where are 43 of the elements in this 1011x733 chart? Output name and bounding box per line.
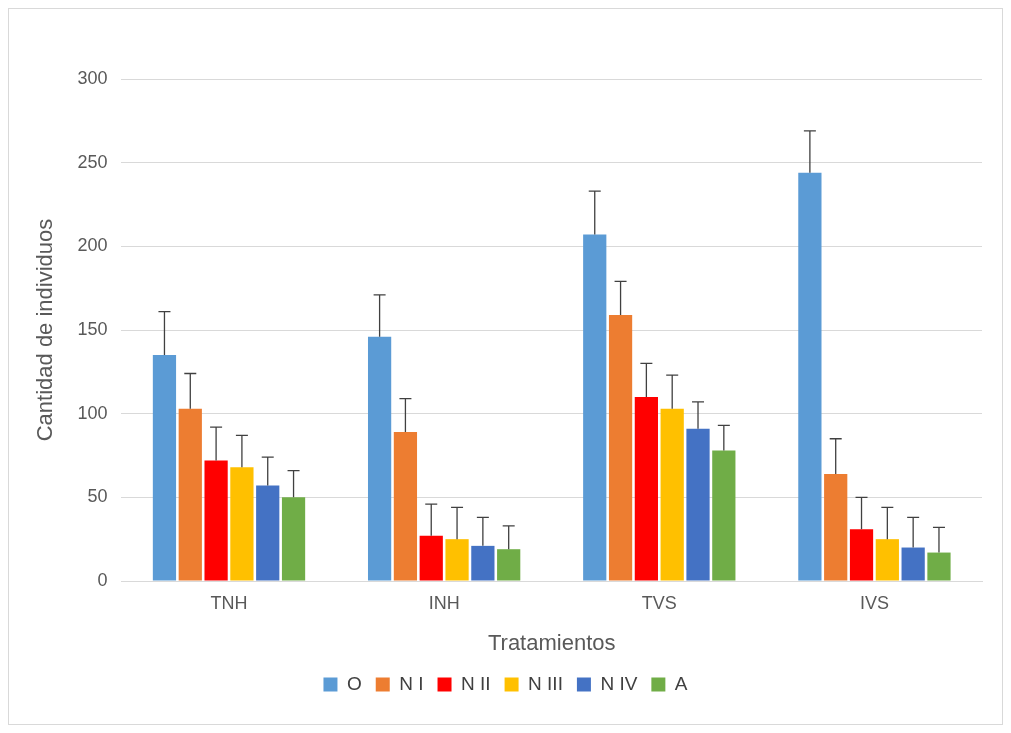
bar	[875, 539, 899, 581]
bar	[367, 336, 392, 581]
bar	[583, 234, 607, 581]
y-tick-label: 250	[77, 151, 108, 172]
bar	[608, 314, 633, 581]
bar	[712, 450, 736, 581]
legend-label: A	[674, 672, 688, 694]
bar	[824, 473, 848, 581]
y-tick-label: 300	[77, 67, 108, 88]
bar	[497, 549, 521, 581]
bar	[419, 535, 443, 581]
y-tick-label: 100	[77, 402, 108, 423]
x-tick-label: TNH	[210, 592, 248, 613]
x-tick-label: TVS	[641, 592, 677, 613]
x-tick-label: INH	[428, 592, 460, 613]
legend-label: N III	[528, 672, 563, 694]
legend-label: N IV	[600, 672, 638, 694]
x-axis-title: Tratamientos	[487, 629, 616, 655]
bar	[660, 408, 684, 581]
bar	[204, 460, 228, 581]
x-tick-label: IVS	[859, 592, 889, 613]
bar	[927, 552, 951, 581]
y-tick-label: 150	[77, 318, 108, 339]
bar	[901, 547, 925, 581]
bar	[178, 408, 202, 581]
bar	[152, 355, 177, 581]
bar	[686, 428, 710, 581]
bar	[393, 432, 418, 581]
bar	[256, 485, 280, 581]
bar	[798, 172, 822, 581]
bar	[445, 539, 469, 581]
legend-label: O	[346, 672, 362, 694]
bar	[230, 467, 254, 581]
legend-label: N I	[399, 672, 424, 694]
bar	[281, 497, 306, 581]
y-axis-title: Cantidad de individuos	[32, 218, 58, 442]
y-tick-label: 200	[77, 235, 108, 256]
bar	[634, 396, 658, 581]
y-tick-label: 0	[97, 569, 108, 590]
bar	[471, 545, 495, 581]
bar	[849, 529, 874, 581]
y-tick-label: 50	[87, 486, 108, 507]
legend-label: N II	[461, 672, 491, 694]
